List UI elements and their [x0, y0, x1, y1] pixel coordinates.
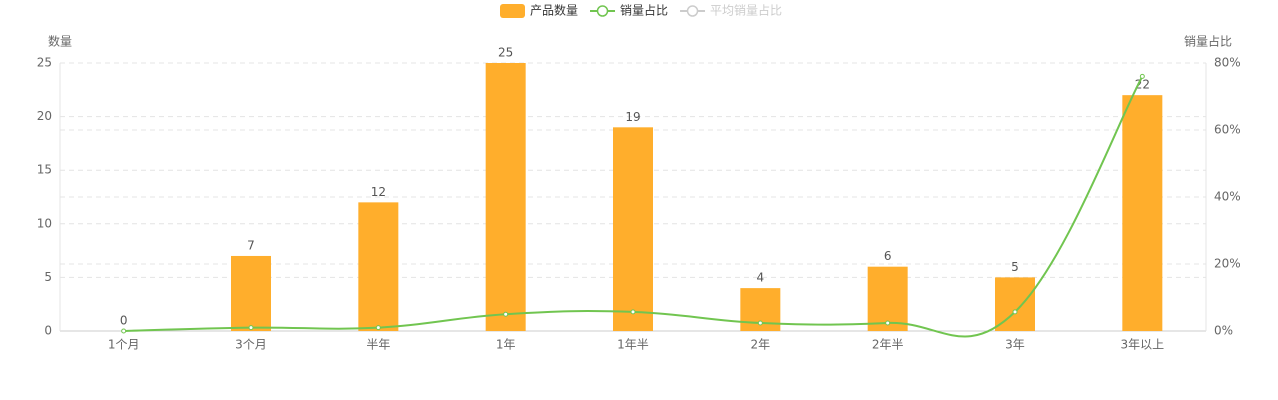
line-point	[503, 311, 509, 317]
line-point	[121, 328, 127, 334]
y2-axis-title: 销量占比	[1184, 34, 1232, 49]
bar	[867, 266, 908, 331]
y2-tick-label: 40%	[1214, 190, 1241, 204]
y-tick-label: 0	[44, 324, 52, 338]
data-label: 4	[757, 271, 765, 285]
line-point	[630, 309, 636, 315]
line-point	[1139, 73, 1145, 79]
data-label: 5	[1011, 260, 1019, 274]
data-label: 22	[1135, 78, 1150, 92]
line-point	[248, 325, 254, 331]
line-point	[757, 320, 763, 326]
bar	[358, 202, 399, 331]
y2-tick-label: 80%	[1214, 56, 1241, 70]
legend-swatch[interactable]	[686, 5, 699, 17]
x-tick-label: 3个月	[235, 338, 267, 352]
data-label: 0	[120, 314, 128, 328]
legend-label[interactable]: 平均销量占比	[710, 3, 782, 18]
x-tick-label: 1个月	[108, 338, 140, 352]
bar	[231, 255, 271, 331]
legend-label[interactable]: 产品数量	[530, 3, 578, 18]
line-point	[885, 320, 891, 326]
y2-tick-label: 20%	[1214, 257, 1241, 271]
x-tick-label: 半年	[366, 338, 390, 352]
y2-tick-label: 60%	[1214, 123, 1241, 137]
x-tick-label: 2年半	[872, 338, 904, 352]
y2-tick-label: 0%	[1214, 324, 1233, 338]
bar	[485, 63, 526, 331]
x-tick-label: 1年半	[617, 338, 649, 352]
bar	[1122, 95, 1163, 331]
x-tick-label: 3年	[1005, 338, 1025, 352]
x-tick-label: 3年以上	[1121, 338, 1165, 352]
legend-swatch[interactable]	[596, 5, 609, 17]
y-tick-label: 5	[44, 270, 52, 284]
bar	[613, 127, 653, 331]
line-point	[375, 325, 381, 331]
y-tick-label: 25	[37, 56, 52, 70]
data-label: 7	[247, 238, 255, 252]
line-point	[1012, 309, 1018, 315]
y-tick-label: 20	[37, 109, 52, 123]
y-axis-title: 数量	[48, 34, 72, 49]
y-tick-label: 15	[37, 163, 52, 177]
legend-swatch[interactable]	[500, 4, 525, 18]
data-label: 6	[884, 249, 892, 263]
data-label: 12	[371, 185, 386, 199]
y-tick-label: 10	[37, 216, 52, 230]
data-label: 19	[625, 110, 640, 124]
x-tick-label: 1年	[496, 338, 516, 352]
legend-label[interactable]: 销量占比	[620, 3, 668, 18]
data-label: 25	[498, 46, 513, 60]
x-tick-label: 2年	[751, 338, 771, 352]
